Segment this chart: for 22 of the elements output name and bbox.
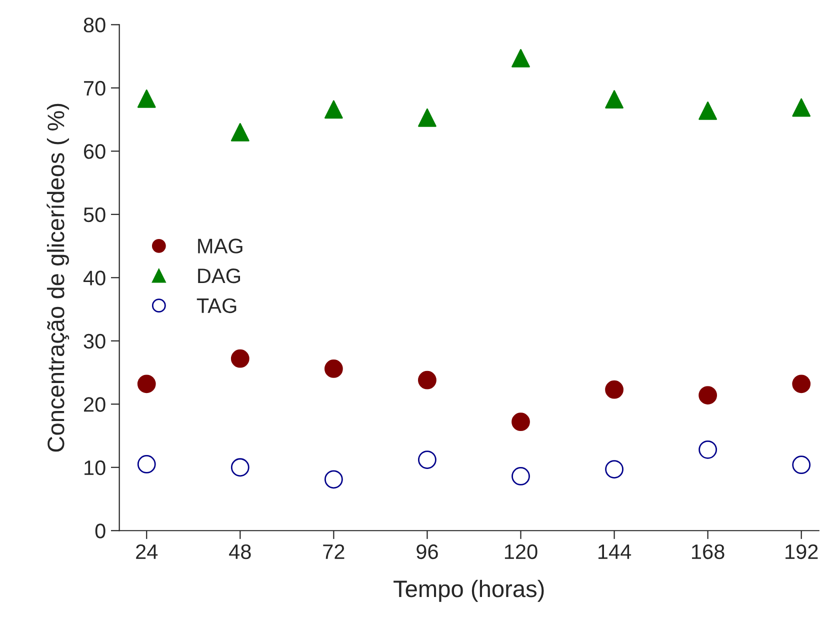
x-tick-label: 24	[136, 544, 158, 559]
x-tick-label: 96	[416, 544, 438, 560]
y-tick-label: 10	[84, 460, 106, 476]
x-tick-label: 192	[786, 544, 818, 560]
legend-label: MAG	[198, 238, 242, 254]
y-axis-title: Concentração de glicerídeos ( %)	[46, 104, 70, 452]
x-tick-label: 168	[692, 544, 724, 560]
y-tick-label: 0	[95, 524, 106, 538]
x-tick-label: 120	[504, 544, 538, 560]
y-tick-label: 60	[84, 144, 106, 159]
y-tick-label: 70	[84, 80, 106, 96]
y-tick-label: 40	[83, 270, 106, 286]
x-tick-label: 48	[229, 544, 251, 560]
y-tick-label: 80	[84, 18, 106, 32]
y-tick-label: 30	[84, 334, 106, 349]
x-axis-title: Tempo (horas)	[394, 580, 544, 602]
y-tick-label: 20	[84, 397, 106, 412]
legend-label: DAG	[198, 268, 240, 284]
x-tick-label: 144	[598, 544, 632, 559]
y-tick-label: 50	[84, 207, 106, 222]
legend-label: TAG	[196, 298, 236, 314]
x-tick-label: 72	[323, 544, 344, 559]
